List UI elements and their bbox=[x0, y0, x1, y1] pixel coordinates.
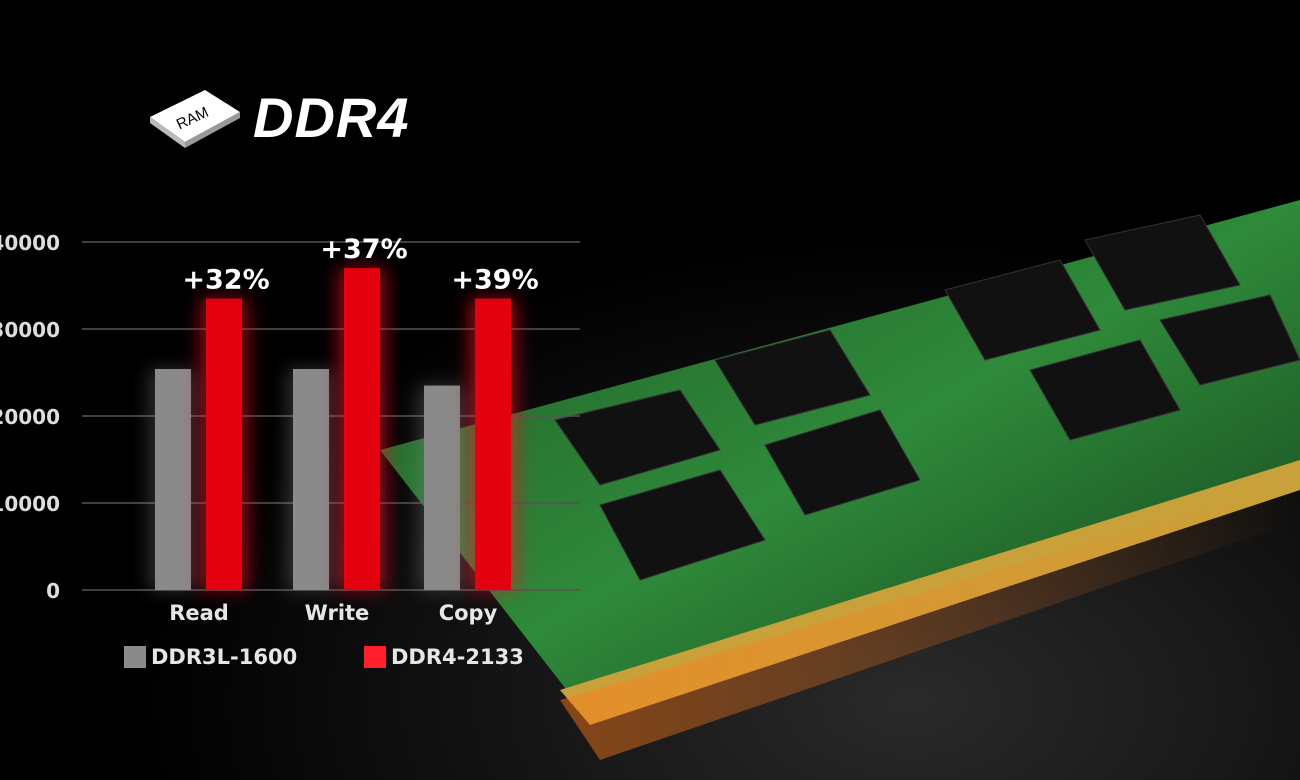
legend-label-ddr3: DDR3L-1600 bbox=[151, 645, 298, 669]
ddr4-logo: RAM DDR4 bbox=[145, 82, 409, 152]
x-tick-label: Copy bbox=[439, 601, 498, 625]
bar-ddr3-write bbox=[293, 369, 329, 590]
ram-chip-icon: RAM bbox=[150, 90, 240, 148]
data-label-increase: +39% bbox=[451, 265, 538, 296]
y-tick-label: 30000 bbox=[0, 318, 60, 342]
x-tick-label: Read bbox=[169, 601, 229, 625]
bar-ddr3-read bbox=[155, 369, 191, 590]
bar-ddr4-copy bbox=[475, 298, 511, 590]
y-tick-label: 0 bbox=[46, 579, 60, 603]
legend-ddr4: DDR4-2133 bbox=[364, 645, 524, 669]
data-label-increase: +37% bbox=[320, 234, 407, 265]
y-tick-label: 20000 bbox=[0, 405, 60, 429]
legend-label-ddr4: DDR4-2133 bbox=[391, 645, 524, 669]
bar-ddr3-copy bbox=[424, 385, 460, 590]
legend-swatch-ddr4 bbox=[364, 646, 386, 668]
legend-swatch-ddr3 bbox=[124, 646, 146, 668]
logo-text: DDR4 bbox=[253, 85, 410, 149]
bar-ddr4-read bbox=[206, 298, 242, 590]
x-tick-label: Write bbox=[305, 601, 370, 625]
bar-ddr4-write bbox=[344, 268, 380, 590]
legend-ddr3: DDR3L-1600 bbox=[124, 645, 297, 669]
y-tick-label: 10000 bbox=[0, 492, 60, 516]
data-label-increase: +32% bbox=[182, 265, 269, 296]
